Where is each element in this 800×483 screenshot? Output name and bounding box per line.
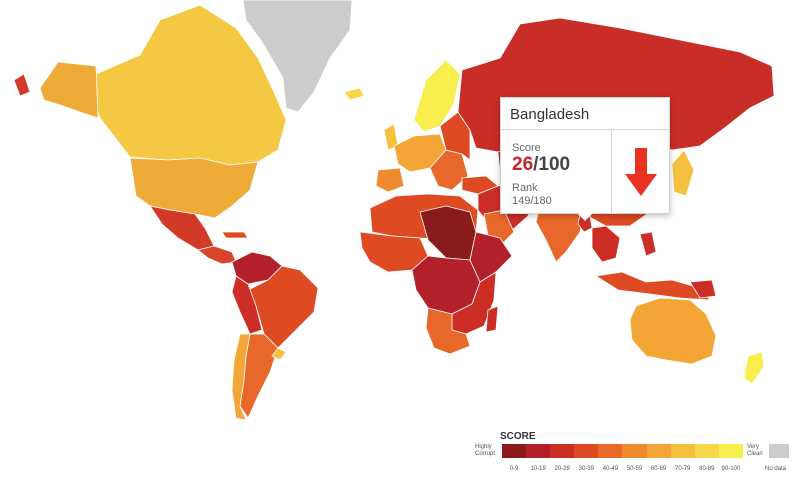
country-peru-bolivia[interactable] [231, 275, 263, 335]
country-scandinavia[interactable] [413, 59, 461, 133]
country-canada[interactable] [91, 4, 287, 166]
legend-swatch-60-69 [646, 444, 671, 458]
legend-swatch-70-79 [670, 444, 695, 458]
tooltip-score-value: 26 [512, 154, 534, 175]
country-russia-tip[interactable] [13, 73, 31, 97]
country-uruguay[interactable] [271, 347, 287, 361]
legend-range-label: 50-59 [626, 466, 643, 472]
legend-swatch-20-29 [550, 444, 575, 458]
country-madagascar[interactable] [485, 305, 499, 333]
country-japan[interactable] [671, 149, 695, 197]
legend-range-label: 80-89 [699, 466, 715, 472]
tooltip-rank-label: Rank [512, 182, 538, 194]
country-chile[interactable] [231, 333, 251, 421]
down-arrow-icon [625, 148, 657, 196]
legend-range-label: 20-29 [554, 466, 570, 472]
country-tooltip: Bangladesh Score 26/100 Rank 149/180 [500, 97, 670, 221]
legend-range-label: 90-100 [721, 466, 741, 472]
country-new-zealand[interactable] [743, 351, 765, 385]
legend-range-label: 10-19 [530, 466, 546, 472]
tooltip-rank-value: 149/180 [512, 195, 552, 207]
legend-color-scale [502, 444, 743, 458]
tooltip-country-name: Bangladesh [510, 106, 590, 123]
country-libya-sudan[interactable] [419, 205, 477, 261]
country-iceland[interactable] [343, 87, 365, 101]
country-southeast-asia[interactable] [591, 225, 621, 263]
country-papua-new-guinea[interactable] [689, 279, 717, 299]
legend-range-label: 60-69 [650, 466, 667, 472]
legend-swatch-30-39 [574, 444, 599, 458]
country-southern-africa[interactable] [425, 307, 471, 355]
country-philippines[interactable] [639, 231, 657, 257]
legend-range-label: 40-49 [602, 466, 619, 472]
legend-no-data-label: No data [765, 466, 787, 472]
tooltip-score-label: Score [512, 142, 541, 154]
country-usa[interactable] [129, 157, 259, 219]
country-usa-alaska[interactable] [39, 61, 99, 119]
tooltip-divider [501, 129, 669, 130]
legend-swatch-90-100 [718, 444, 743, 458]
legend-swatch-0-9 [502, 444, 527, 458]
country-australia[interactable] [629, 297, 717, 365]
tooltip-score: 26/100 [512, 154, 570, 176]
legend-swatch-80-89 [694, 444, 719, 458]
legend-swatch-10-19 [526, 444, 551, 458]
legend-swatch-40-49 [598, 444, 623, 458]
tooltip-score-max: /100 [533, 154, 571, 175]
country-greenland[interactable] [242, 0, 353, 113]
legend-range-label: 0-9 [509, 466, 519, 472]
legend-low-label: Highly Corrupt [475, 444, 496, 457]
legend-range-label: 70-79 [675, 466, 691, 472]
tooltip-vertical-divider [611, 130, 612, 213]
country-spain-portugal[interactable] [375, 167, 405, 193]
legend-range-labels: 0-9 10-19 20-29 30-39 40-49 50-59 60-69 70-79 80… [502, 466, 743, 472]
legend-high-label: Very Clean [747, 444, 763, 457]
legend-title: SCORE [500, 431, 536, 442]
legend-swatch-50-59 [622, 444, 647, 458]
legend-no-data-swatch [769, 444, 789, 458]
legend-range-label: 30-39 [578, 466, 594, 472]
country-central-america[interactable] [197, 245, 237, 265]
country-cuba[interactable] [221, 231, 249, 239]
